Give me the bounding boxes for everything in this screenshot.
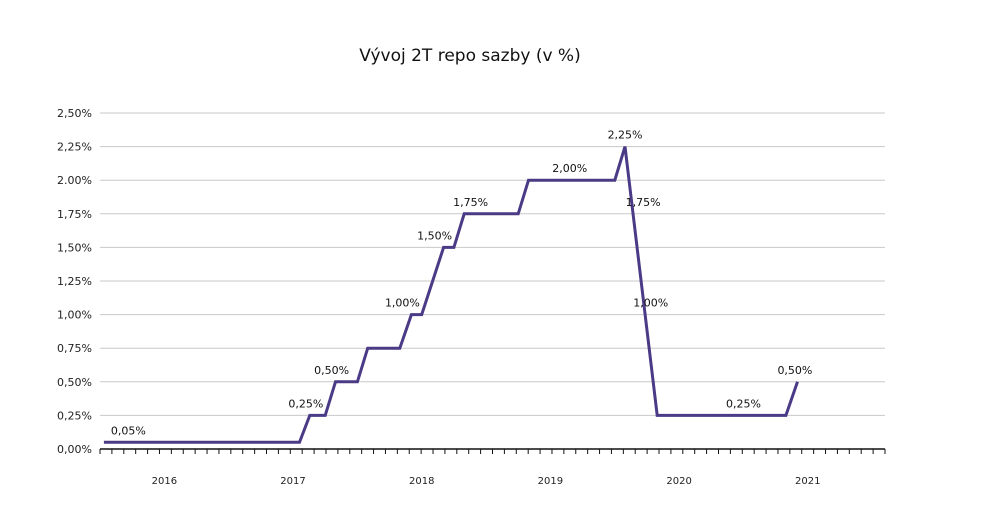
x-tick-label: 2017 [280,476,305,487]
data-label: 2,25% [608,129,643,142]
data-label: 0,50% [314,364,349,377]
series-group [103,146,799,444]
x-tick-label: 2018 [409,476,434,487]
y-tick-label: 0,00% [57,443,92,456]
data-label: 1,50% [417,229,452,242]
y-tick-label: 1,25% [57,275,92,288]
data-label: 1,75% [453,196,488,209]
x-axis-tick-labels: 2016 2017 2018 2019 2020 2021 [152,476,821,487]
y-tick-label: 2,25% [57,141,92,154]
data-label: 0,50% [777,364,812,377]
y-tick-label: 0,75% [57,342,92,355]
y-tick-label: 1,50% [57,241,92,254]
y-tick-label: 1,75% [57,208,92,221]
x-tick-label: 2021 [795,476,820,487]
x-tick-label: 2019 [538,476,563,487]
data-label: 1,75% [626,196,661,209]
data-label: 0,25% [726,397,761,410]
gridlines [100,112,885,416]
y-tick-label: 0,50% [57,376,92,389]
y-tick-label: 2,50% [57,107,92,120]
series-line [103,146,799,444]
x-tick-label: 2016 [152,476,177,487]
y-tick-label: 0,25% [57,409,92,422]
y-tick-label: 1,00% [57,309,92,322]
data-label: 0,25% [288,397,323,410]
y-axis-tick-labels: 0,00% 0,25% 0,50% 0,75% 1,00% 1,25% 1,50% 1,75%… [57,107,92,456]
data-label: 2,00% [552,162,587,175]
chart-title: Vývoj 2T repo sazby (v %) [359,46,581,66]
x-axis [99,448,886,454]
y-tick-label: 2.00% [57,174,92,187]
data-label: 0,05% [111,424,146,437]
data-label: 1,00% [385,297,420,310]
data-label: 1,00% [633,297,668,310]
data-labels: 0,05% 0,25% 0,50% 1,00% 1,50% 1,75% 2,00% 2,25%… [111,129,813,438]
x-tick-label: 2020 [666,476,691,487]
